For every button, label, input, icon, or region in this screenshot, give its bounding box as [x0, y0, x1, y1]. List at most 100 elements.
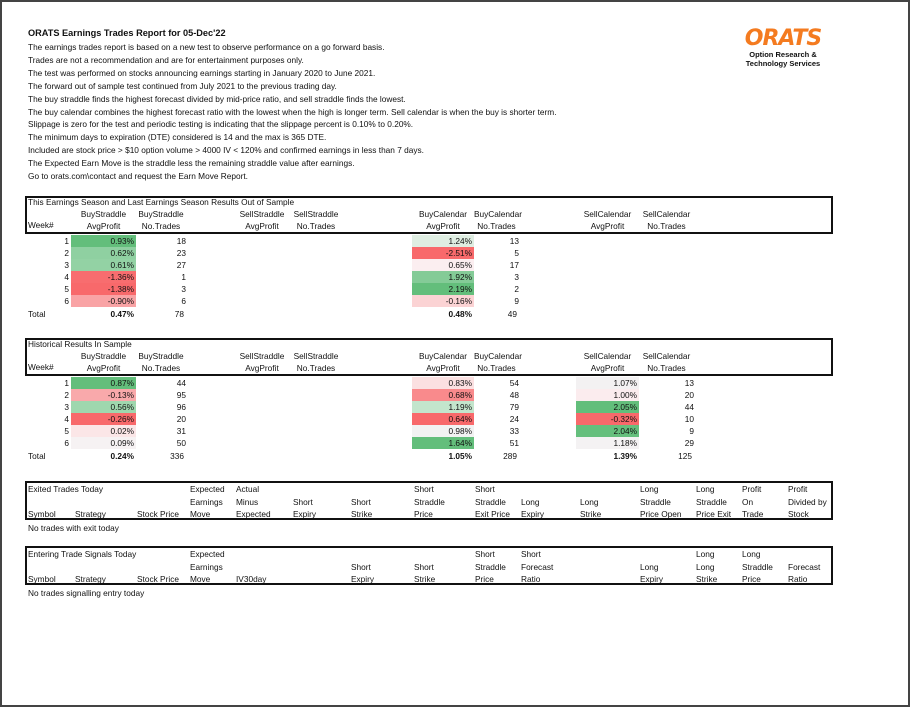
column-header: Trade: [742, 509, 764, 520]
column-header: SellCalendar: [642, 209, 691, 219]
column-header: Ratio: [521, 574, 541, 585]
column-header: Straddle: [475, 561, 506, 572]
avg-profit-cell: 1.64%: [412, 437, 474, 449]
trade-count: 44: [684, 402, 694, 412]
avg-profit-cell: 0.68%: [412, 389, 474, 401]
logo-subtitle-2: Technology Services: [745, 59, 821, 68]
avg-profit-cell: 2.19%: [412, 283, 474, 295]
trade-count: 13: [684, 378, 694, 388]
column-header: Strike: [696, 574, 718, 585]
avg-profit-cell: 1.18%: [576, 437, 639, 449]
avg-profit-cell: 1.07%: [576, 377, 639, 389]
total-value: 1.05%: [448, 451, 472, 461]
column-header: Long: [696, 561, 715, 572]
column-header: Profit: [742, 484, 762, 494]
week-number: 1: [64, 378, 69, 388]
total-value: 0.47%: [110, 309, 134, 319]
intro-line: Go to orats.com\contact and request the …: [28, 171, 248, 181]
column-header: SellCalendar: [583, 209, 632, 219]
column-header: Price: [475, 574, 494, 585]
column-header: On: [742, 496, 754, 507]
column-header: Price Open: [640, 509, 682, 520]
column-header: BuyStraddle: [80, 209, 127, 219]
column-header: Short: [475, 484, 495, 494]
column-header: BuyStraddle: [138, 209, 184, 219]
avg-profit-cell: 2.04%: [576, 425, 639, 437]
avg-profit-cell: 1.92%: [412, 271, 474, 283]
trade-count: 50: [176, 438, 186, 448]
column-header: Expiry: [293, 509, 317, 520]
trade-count: 20: [684, 390, 694, 400]
avg-profit-cell: 0.64%: [412, 413, 474, 425]
week-number: 2: [64, 248, 69, 258]
trade-count: 5: [514, 248, 519, 258]
column-header: No.Trades: [647, 363, 686, 373]
avg-profit-cell: -0.13%: [71, 389, 136, 401]
section-title: Entering Trade Signals Today: [28, 549, 137, 559]
total-value: 125: [678, 451, 692, 461]
trade-count: 23: [176, 248, 186, 258]
week-number: 5: [64, 426, 69, 436]
column-header: No.Trades: [141, 363, 181, 373]
column-header: SellStraddle: [239, 351, 285, 361]
column-header: Expiry: [351, 574, 375, 585]
column-header: BuyCalendar: [474, 351, 522, 361]
section-title: Historical Results In Sample: [28, 339, 132, 349]
avg-profit-cell: -0.32%: [576, 413, 639, 425]
column-header: Short: [351, 561, 371, 572]
column-header: Short: [351, 496, 371, 507]
section-title: This Earnings Season and Last Earnings S…: [28, 197, 295, 207]
avg-profit-cell: -0.26%: [71, 413, 136, 425]
avg-profit-cell: 0.98%: [412, 425, 474, 437]
avg-profit-cell: -1.36%: [71, 271, 136, 283]
column-header: No.Trades: [296, 363, 336, 373]
section-header-box: [25, 546, 833, 585]
column-header: Ratio: [788, 574, 808, 585]
avg-profit-cell: 1.19%: [412, 401, 474, 413]
trade-count: 96: [176, 402, 186, 412]
column-header: Long: [696, 484, 715, 494]
trade-count: 24: [509, 414, 519, 424]
intro-line: The forward out of sample test continued…: [28, 80, 337, 91]
trade-count: 27: [176, 260, 186, 270]
column-header: Short: [414, 484, 434, 494]
column-header: Expected: [190, 484, 225, 494]
intro-line: The buy calendar combines the highest fo…: [28, 106, 557, 117]
column-header: No.Trades: [477, 221, 516, 231]
week-number: 4: [64, 414, 69, 424]
column-header: Symbol: [28, 574, 56, 585]
avg-profit-cell: 2.05%: [576, 401, 639, 413]
trade-count: 3: [181, 284, 186, 294]
trade-count: 6: [181, 296, 186, 306]
avg-profit-cell: 0.87%: [71, 377, 136, 389]
section-header-box: [25, 481, 833, 520]
week-number: 6: [64, 438, 69, 448]
trade-count: 20: [176, 414, 186, 424]
trade-count: 48: [509, 390, 519, 400]
column-header: SellStraddle: [293, 351, 339, 361]
avg-profit-cell: -1.38%: [71, 283, 136, 295]
column-header: Divided by: [788, 496, 827, 507]
column-header: Long: [521, 496, 540, 507]
intro-line: The earnings trades report is based on a…: [28, 42, 385, 52]
column-header: Exit Price: [475, 509, 511, 520]
column-header: BuyCalendar: [474, 209, 522, 219]
week-number: 2: [64, 390, 69, 400]
avg-profit-cell: 0.56%: [71, 401, 136, 413]
empty-message: No trades signalling entry today: [28, 588, 145, 598]
avg-profit-cell: 1.00%: [576, 389, 639, 401]
column-header: Minus: [236, 496, 259, 507]
trade-count: 31: [176, 426, 186, 436]
column-header: Short: [475, 549, 495, 559]
total-value: 0.48%: [448, 309, 472, 319]
trade-count: 33: [509, 426, 519, 436]
trade-count: 2: [514, 284, 519, 294]
trade-count: 9: [514, 296, 519, 306]
week-number: 6: [64, 296, 69, 306]
section-title: Exited Trades Today: [28, 484, 104, 494]
trade-count: 54: [509, 378, 519, 388]
week-number: 3: [64, 402, 69, 412]
trade-count: 29: [684, 438, 694, 448]
column-header: Straddle: [742, 561, 773, 572]
total-label: Total: [28, 451, 46, 461]
